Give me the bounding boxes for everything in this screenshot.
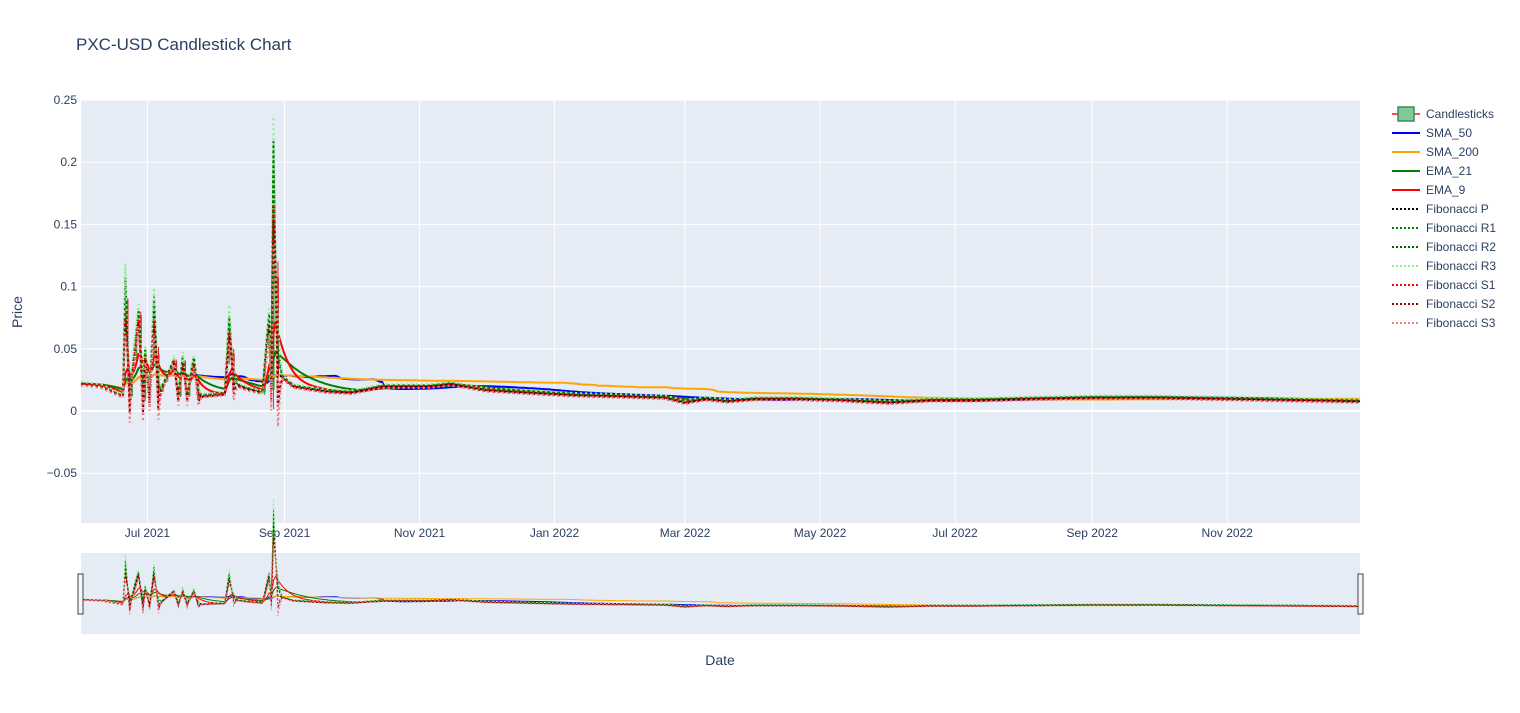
candle-body (126, 299, 129, 348)
range-slider-left-handle[interactable] (77, 573, 84, 615)
candle-body (117, 393, 120, 395)
legend-item[interactable]: SMA_200 (1392, 145, 1479, 159)
grid-lines (81, 99, 1360, 523)
legend-label: Fibonacci R2 (1426, 240, 1496, 254)
slider-series-fibonacci-r3 (80, 498, 1360, 607)
x-axis-title: Date (705, 652, 735, 668)
y-tick-label: 0.05 (54, 342, 78, 356)
legend-label: EMA_21 (1426, 164, 1472, 178)
candle-body (166, 376, 169, 382)
candle-body (175, 361, 178, 379)
y-tick-label: 0.2 (60, 155, 77, 169)
range-slider-series (80, 498, 1361, 616)
slider-series-fibonacci-r2 (80, 507, 1360, 607)
legend-label: Fibonacci R1 (1426, 221, 1496, 235)
candle-body (210, 394, 213, 396)
candle-body (241, 386, 244, 388)
legend-label: SMA_50 (1426, 126, 1472, 140)
legend-label: Fibonacci P (1426, 202, 1489, 216)
price-series (80, 116, 1361, 427)
legend: Candlesticks SMA_50 SMA_200 EMA_21 EMA_9 Fibo… (1392, 106, 1496, 330)
range-slider-right-handle[interactable] (1357, 573, 1364, 615)
x-tick-label: Nov 2021 (394, 526, 446, 540)
legend-label: SMA_200 (1426, 145, 1479, 159)
x-axis-ticks: Jul 2021 Sep 2021 Nov 2021 Jan 2022 Mar 2022… (125, 526, 1254, 540)
candle-body (179, 378, 182, 397)
x-tick-label: Jan 2022 (530, 526, 580, 540)
candle-body (153, 311, 156, 356)
chart-title: PXC-USD Candlestick Chart (76, 35, 292, 54)
candle-body (113, 391, 116, 393)
slider-series-fibonacci-s3 (80, 547, 1360, 616)
candle-body (184, 361, 187, 379)
candle-body (130, 375, 133, 397)
y-tick-label: −0.05 (47, 466, 78, 480)
candle-body (237, 384, 240, 386)
x-tick-label: Jul 2021 (125, 526, 171, 540)
legend-item[interactable]: Candlesticks (1392, 106, 1494, 122)
y-tick-label: 0.1 (60, 280, 77, 294)
y-axis-title: Price (9, 296, 25, 328)
legend-label: Fibonacci S3 (1426, 316, 1496, 330)
legend-item[interactable]: Fibonacci R3 (1392, 259, 1496, 273)
x-tick-label: Sep 2022 (1067, 526, 1119, 540)
y-tick-label: 0.15 (54, 217, 78, 231)
series-fibonacci-s3 (80, 244, 1360, 427)
legend-label: Fibonacci R3 (1426, 259, 1496, 273)
legend-item[interactable]: Fibonacci S1 (1392, 278, 1496, 292)
y-tick-label: 0.25 (54, 93, 78, 107)
legend-swatch-body (1397, 106, 1415, 122)
legend-item[interactable]: Fibonacci S2 (1392, 297, 1496, 311)
candle-body (245, 387, 248, 389)
candle-body (135, 335, 138, 356)
legend-item[interactable]: SMA_50 (1392, 126, 1472, 140)
legend-label: Fibonacci S1 (1426, 278, 1496, 292)
legend-item[interactable]: Fibonacci R2 (1392, 240, 1496, 254)
series-fibonacci-r1 (80, 156, 1361, 403)
legend-item[interactable]: Fibonacci R1 (1392, 221, 1496, 235)
series-fibonacci-r3 (80, 116, 1360, 402)
legend-item[interactable]: EMA_21 (1392, 164, 1472, 178)
slider-series-fibonacci-s2 (80, 537, 1360, 611)
legend-item[interactable]: Fibonacci S3 (1392, 316, 1496, 330)
x-tick-label: Nov 2022 (1202, 526, 1254, 540)
legend-item[interactable]: EMA_9 (1392, 183, 1466, 197)
x-tick-label: Sep 2021 (259, 526, 311, 540)
x-tick-label: Jul 2022 (932, 526, 978, 540)
legend-label: EMA_9 (1426, 183, 1466, 197)
legend-label: Fibonacci S2 (1426, 297, 1496, 311)
x-tick-label: May 2022 (794, 526, 847, 540)
main-plot-area[interactable] (81, 100, 1360, 523)
legend-label: Candlesticks (1426, 107, 1494, 121)
x-tick-label: Mar 2022 (660, 526, 711, 540)
y-tick-label: 0 (70, 404, 77, 418)
legend-item[interactable]: Fibonacci P (1392, 202, 1489, 216)
y-axis-ticks: −0.05 0 0.05 0.1 0.15 0.2 0.25 (47, 93, 78, 480)
